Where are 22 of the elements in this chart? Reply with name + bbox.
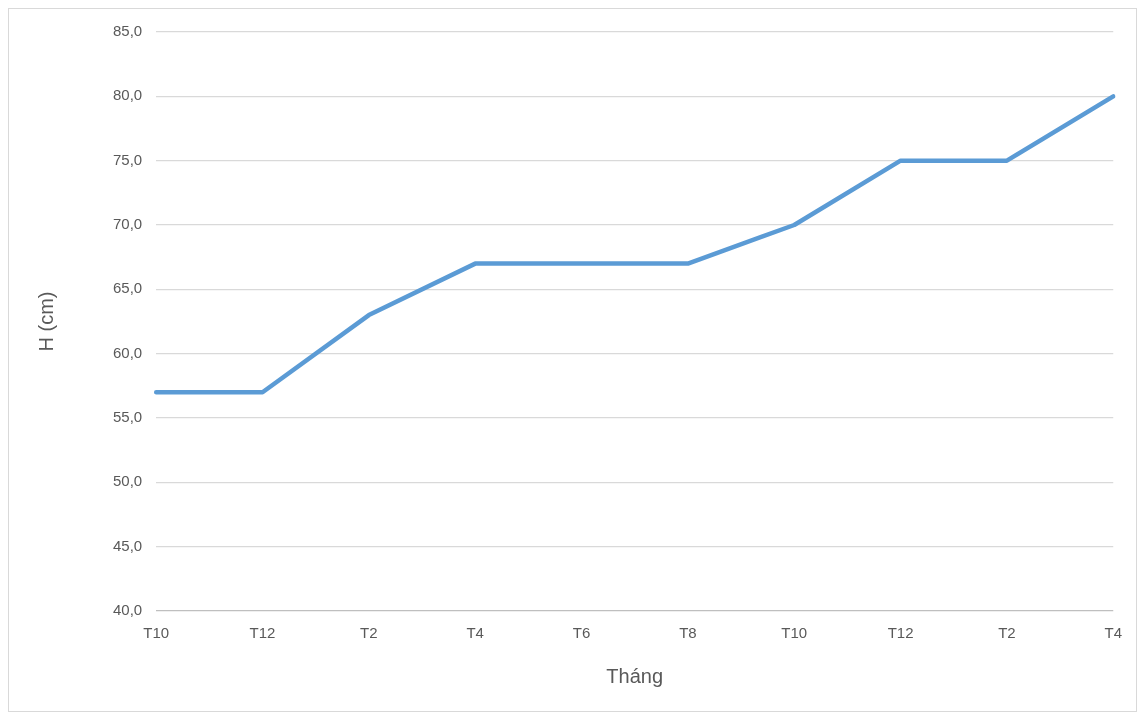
x-tick-label: T12	[249, 624, 276, 642]
x-axis-title: Tháng	[606, 664, 664, 687]
x-tick-label: T2	[998, 624, 1016, 642]
y-tick-label: 80,0	[112, 86, 143, 104]
y-tick-label: 60,0	[112, 343, 143, 361]
x-tick-label: T10	[143, 624, 170, 642]
x-tick-label: T10	[781, 624, 808, 642]
y-tick-label: 45,0	[112, 536, 143, 554]
y-tick-label: 50,0	[112, 472, 143, 490]
y-tick-label: 75,0	[112, 150, 143, 168]
y-tick-label: 65,0	[112, 279, 143, 297]
x-tick-label: T12	[887, 624, 914, 642]
y-tick-label: 85,0	[112, 22, 143, 40]
x-tick-label: T4	[1104, 624, 1123, 642]
y-tick-label: 55,0	[112, 408, 143, 426]
y-tick-label: 70,0	[112, 215, 143, 233]
x-tick-label: T4	[466, 624, 484, 642]
x-tick-label: T6	[572, 624, 591, 642]
x-tick-label: T2	[360, 624, 378, 642]
y-axis-title: H (cm)	[34, 291, 57, 352]
x-tick-label: T8	[679, 624, 697, 642]
y-tick-label: 40,0	[112, 601, 143, 619]
